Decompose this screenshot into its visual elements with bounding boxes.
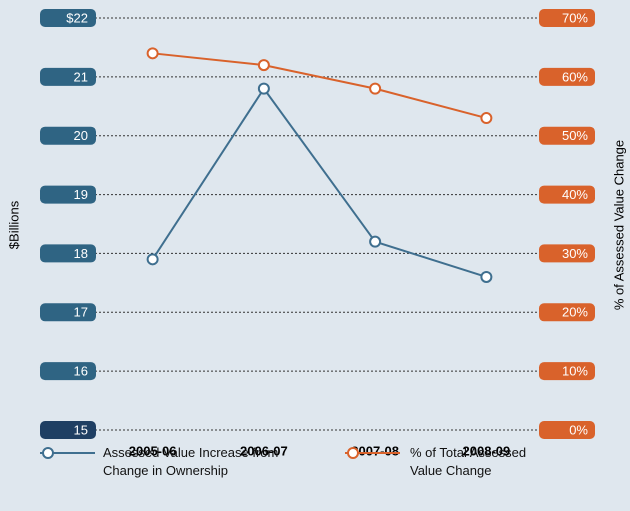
y2-tick-label: 10% xyxy=(562,364,588,379)
y2-tick-pill xyxy=(539,185,595,204)
y-tick-pill xyxy=(40,67,96,86)
y-tick-label: $22 xyxy=(66,10,88,25)
data-point xyxy=(480,270,493,283)
y-tick-label: 20 xyxy=(74,128,88,143)
y2-tick-label: 40% xyxy=(562,187,588,202)
y-tick-label: 16 xyxy=(74,364,88,379)
data-point xyxy=(257,82,270,95)
y2-tick-pill xyxy=(539,362,595,381)
series-line xyxy=(152,52,487,120)
data-point xyxy=(257,59,270,72)
y-tick-label: 21 xyxy=(74,69,88,84)
y2-tick-label: 60% xyxy=(562,69,588,84)
y-axis-label: $Billions xyxy=(6,200,21,249)
y2-tick-pill xyxy=(539,244,595,263)
y-tick-label: 17 xyxy=(74,305,88,320)
y2-tick-pill xyxy=(539,9,595,27)
x-tick-label: 2006-07 xyxy=(240,443,288,458)
y2-axis-label: % of Assessed Value Change xyxy=(611,140,626,310)
x-tick-label: 2007-08 xyxy=(351,443,399,458)
data-point xyxy=(146,47,159,60)
data-point xyxy=(480,112,493,125)
y2-tick-pill xyxy=(539,126,595,145)
y-tick-pill xyxy=(40,185,96,204)
legend-label: % of Total Assessed Value Change xyxy=(410,445,527,478)
y-tick-pill xyxy=(40,303,96,322)
series-line xyxy=(151,86,487,278)
data-point xyxy=(369,235,382,248)
legend-marker xyxy=(347,447,359,459)
y-tick-pill xyxy=(40,421,96,439)
y-tick-pill xyxy=(40,362,96,381)
y2-tick-pill xyxy=(539,303,595,322)
data-point xyxy=(146,253,159,266)
y-tick-pill xyxy=(40,244,96,263)
y-tick-pill xyxy=(40,126,96,145)
x-tick-label: 2005-06 xyxy=(129,443,177,458)
y2-tick-label: 20% xyxy=(562,305,588,320)
y2-tick-label: 50% xyxy=(562,128,588,143)
y2-tick-label: 70% xyxy=(562,10,588,25)
y-tick-label: 15 xyxy=(74,422,88,437)
y-tick-label: 18 xyxy=(74,246,88,261)
y2-tick-pill xyxy=(539,421,595,439)
y-tick-label: 19 xyxy=(74,187,88,202)
legend-marker xyxy=(42,447,54,459)
y2-tick-label: 0% xyxy=(569,422,588,437)
x-tick-label: 2008-09 xyxy=(463,443,511,458)
data-point xyxy=(369,82,382,95)
y-tick-pill xyxy=(40,9,96,27)
y2-tick-pill xyxy=(539,67,595,86)
y2-tick-label: 30% xyxy=(562,246,588,261)
legend-label: Assessed Value Increase from Change in O… xyxy=(103,445,279,478)
